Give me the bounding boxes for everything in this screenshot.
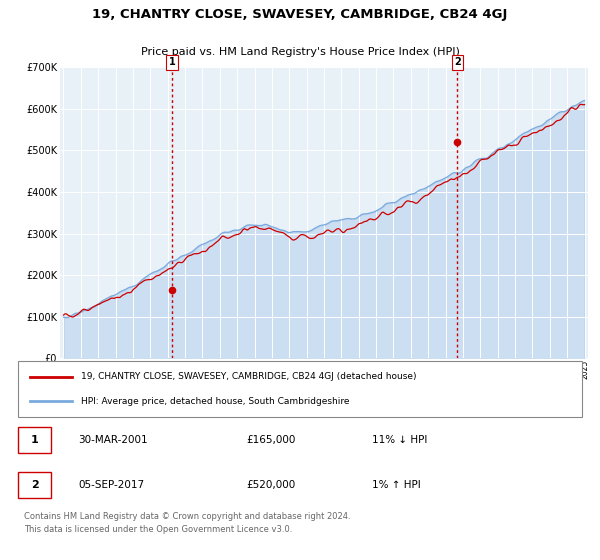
Text: Price paid vs. HM Land Registry's House Price Index (HPI): Price paid vs. HM Land Registry's House … <box>140 48 460 58</box>
Text: 19, CHANTRY CLOSE, SWAVESEY, CAMBRIDGE, CB24 4GJ (detached house): 19, CHANTRY CLOSE, SWAVESEY, CAMBRIDGE, … <box>81 372 416 381</box>
Bar <box>18 427 51 453</box>
Text: HPI: Average price, detached house, South Cambridgeshire: HPI: Average price, detached house, Sout… <box>81 396 349 405</box>
Text: 1: 1 <box>169 57 175 67</box>
Bar <box>18 472 51 498</box>
Text: 1: 1 <box>31 435 38 445</box>
Text: Contains HM Land Registry data © Crown copyright and database right 2024.
This d: Contains HM Land Registry data © Crown c… <box>24 512 350 534</box>
Text: £520,000: £520,000 <box>246 480 295 490</box>
Text: 19, CHANTRY CLOSE, SWAVESEY, CAMBRIDGE, CB24 4GJ: 19, CHANTRY CLOSE, SWAVESEY, CAMBRIDGE, … <box>92 8 508 21</box>
Text: 1% ↑ HPI: 1% ↑ HPI <box>372 480 421 490</box>
Text: 05-SEP-2017: 05-SEP-2017 <box>78 480 144 490</box>
Text: 30-MAR-2001: 30-MAR-2001 <box>78 435 148 445</box>
Text: 11% ↓ HPI: 11% ↓ HPI <box>372 435 427 445</box>
Text: 2: 2 <box>454 57 461 67</box>
Text: £165,000: £165,000 <box>246 435 295 445</box>
Text: 2: 2 <box>31 480 38 490</box>
Bar <box>18 361 582 417</box>
